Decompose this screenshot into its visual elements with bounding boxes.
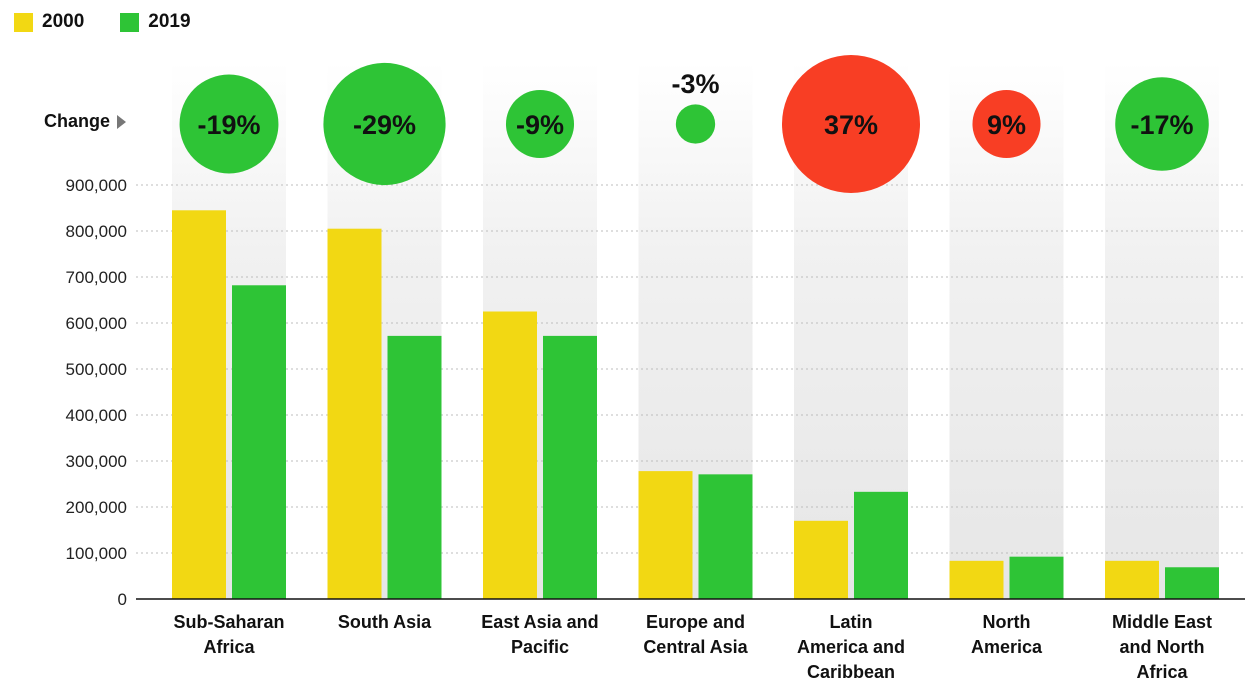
legend: 2000 2019 [14,11,227,33]
bar-2019 [1009,556,1064,599]
y-tick-label: 900,000 [66,176,127,195]
triangle-right-icon [117,114,127,129]
bar-2019 [543,335,597,599]
y-tick-label: 700,000 [66,268,127,287]
bar-2000 [949,560,1004,599]
bar-2000 [327,228,382,599]
change-label: -17% [1130,110,1193,140]
change-bubble [675,104,716,144]
change-bubble [782,55,920,193]
x-category-label: Middle East and North Africa [1112,612,1212,681]
bar-2019 [854,491,908,599]
x-category-label: East Asia and Pacific [481,612,598,657]
change-label: 9% [987,110,1026,140]
y-tick-label: 300,000 [66,452,127,471]
x-category-label: South Asia [338,612,432,632]
legend-label-2000: 2000 [42,11,85,32]
x-category-label: Europe and Central Asia [643,612,748,657]
change-label: -9% [516,110,564,140]
x-category-label: North America [971,612,1043,657]
legend-swatch-2000 [14,12,33,32]
x-category-label: Sub-Saharan Africa [173,612,284,657]
legend-swatch-2019 [120,12,140,32]
y-tick-label: 800,000 [66,222,127,241]
bar-2000 [1105,560,1159,599]
bar-2019 [387,335,442,599]
y-tick-label: 600,000 [66,314,127,333]
bar-2019 [232,285,286,599]
change-bubble [179,74,279,174]
bar-2019 [1165,567,1219,599]
change-label: 37% [824,110,878,140]
x-category-label: Latin America and Caribbean [797,612,905,681]
bar-2000 [794,520,848,599]
change-bubble [972,89,1041,159]
y-tick-label: 0 [118,590,127,609]
change-bubble [323,62,446,186]
y-tick-label: 400,000 [66,406,127,425]
bar-2000 [172,210,226,600]
bar-2000 [638,471,693,599]
legend-item-2019: 2019 [120,11,191,33]
bar-2019 [698,474,753,599]
change-label-text: Change [44,111,111,131]
change-label: -3% [671,69,719,99]
bar-2000 [483,311,537,599]
legend-item-2000: 2000 [14,11,84,33]
change-bubble [505,89,575,159]
y-tick-label: 500,000 [66,360,127,379]
y-tick-label: 200,000 [66,498,127,517]
change-label: -29% [353,110,416,140]
y-tick-label: 100,000 [66,544,127,563]
change-row-label: Change [44,111,127,132]
change-label: -19% [197,110,260,140]
change-bubble [1115,77,1209,171]
legend-label-2019: 2019 [148,11,191,32]
